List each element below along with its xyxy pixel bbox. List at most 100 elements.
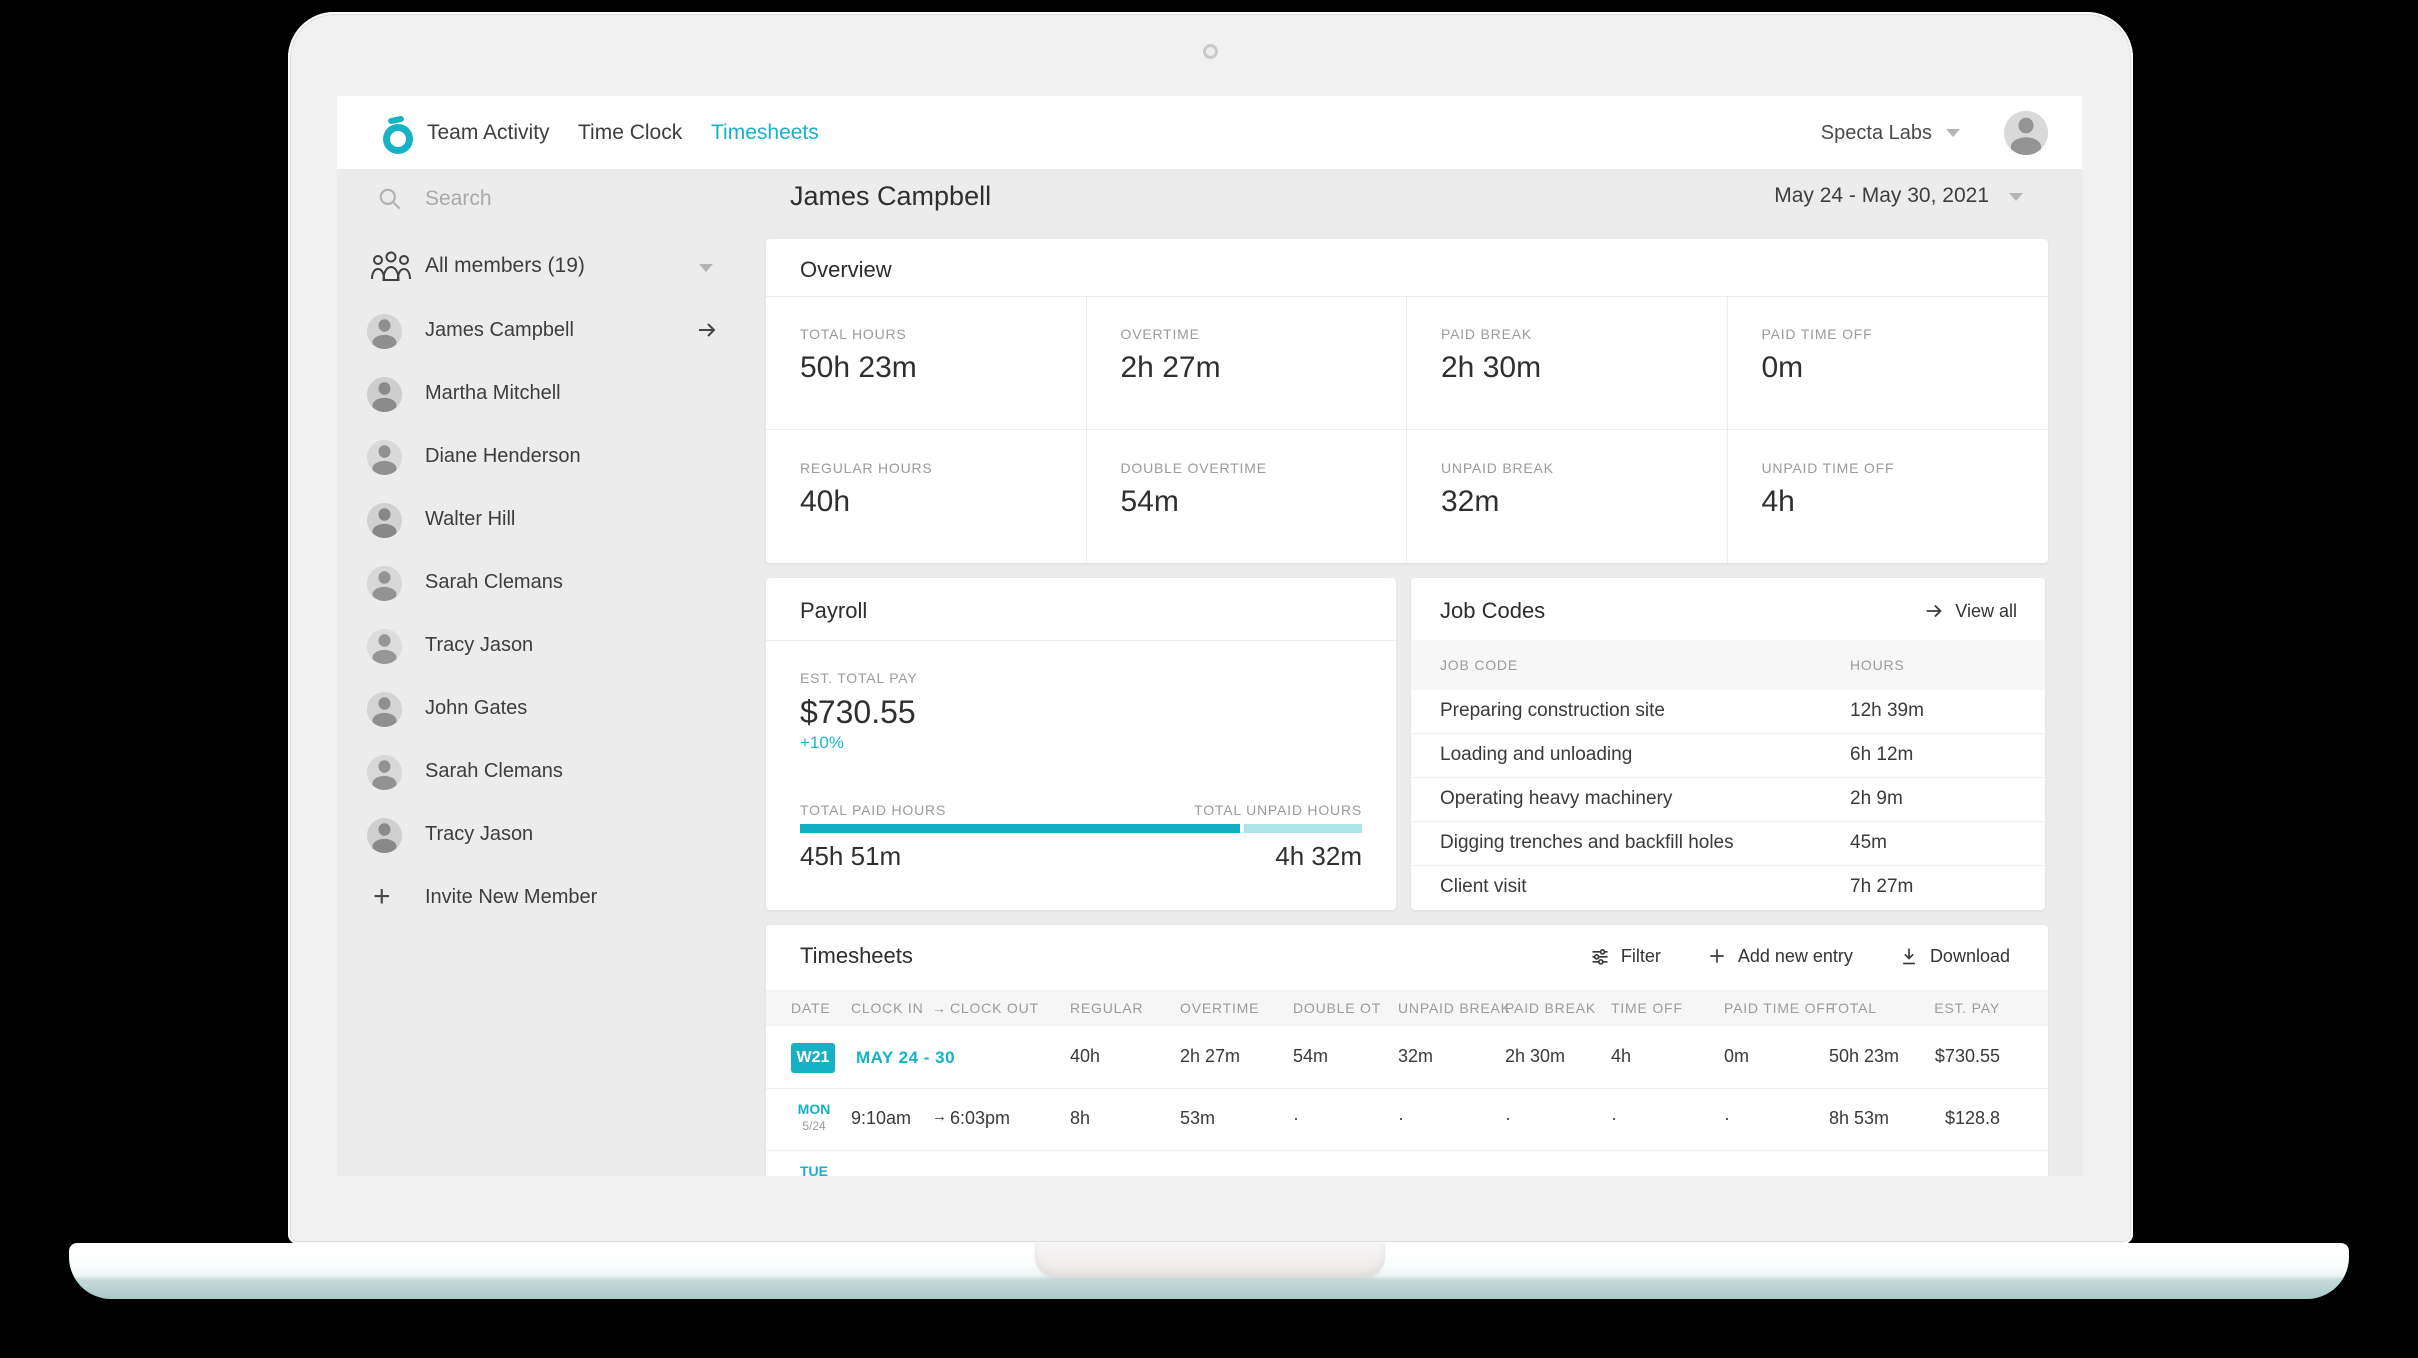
table-row[interactable]: Loading and unloading 6h 12m — [1411, 734, 2045, 778]
filter-button[interactable]: Filter — [1590, 946, 1661, 967]
search-input[interactable] — [425, 182, 675, 216]
filter-label: Filter — [1620, 945, 1661, 966]
chevron-down-icon — [699, 264, 713, 272]
add-entry-label: Add new entry — [1737, 945, 1853, 966]
cell-est-pay: $128.8 — [1944, 1108, 2000, 1128]
invite-new-member-button[interactable]: + Invite New Member — [337, 867, 766, 930]
brand-logo[interactable] — [381, 115, 415, 154]
total-unpaid-hours-label: TOTAL UNPAID HOURS — [1194, 802, 1362, 818]
cell-unpaid-break: 32m — [1398, 1046, 1434, 1066]
cell-regular: 8h — [1070, 1108, 1091, 1128]
cell-clock-in: 9:10am — [851, 1108, 912, 1128]
payroll-title: Payroll — [800, 598, 868, 623]
date-range-selector[interactable]: May 24 - May 30, 2021 — [1617, 181, 2037, 217]
user-avatar[interactable] — [2004, 111, 2048, 155]
stat-overtime: OVERTIME 2h 27m — [1086, 296, 1407, 430]
nav-timesheets[interactable]: Timesheets — [711, 121, 819, 144]
nav-time-clock[interactable]: Time Clock — [578, 121, 683, 144]
cell-unpaid-break: · — [1398, 1108, 1404, 1128]
stat-double-overtime: DOUBLE OVERTIME 54m — [1087, 429, 1407, 563]
stat-label: UNPAID TIME OFF — [1761, 459, 1895, 476]
col-hours: HOURS — [1850, 657, 1905, 673]
col-clock-out: CLOCK OUT — [950, 1000, 1039, 1016]
member-row[interactable]: John Gates — [337, 678, 766, 741]
cell-overtime: 2h 27m — [1180, 1046, 1241, 1066]
stat-label: PAID TIME OFF — [1761, 326, 1873, 342]
day-date-block: MON 5/24 — [791, 1101, 837, 1133]
member-row[interactable]: Tracy Jason — [337, 615, 766, 678]
timesheet-week-row[interactable]: W21 MAY 24 - 30 40h 2h 27m 54m 32m 2h 30… — [766, 1026, 2048, 1089]
stat-value: 2h 27m — [1120, 351, 1221, 384]
stat-paid-break: PAID BREAK 2h 30m — [1407, 296, 1728, 430]
download-button[interactable]: Download — [1899, 946, 2010, 967]
job-hours: 12h 39m — [1850, 700, 1924, 721]
member-row[interactable]: Walter Hill — [337, 489, 766, 552]
stat-total-hours: TOTAL HOURS 50h 23m — [766, 296, 1087, 430]
all-members-dropdown[interactable]: All members (19) — [337, 237, 766, 299]
cell-paid-break: · — [1505, 1108, 1511, 1128]
chevron-down-icon — [2009, 193, 2023, 201]
stat-value: 50h 23m — [800, 351, 917, 384]
overview-title: Overview — [800, 257, 892, 282]
col-unpaid-break: UNPAID BREAK — [1398, 1000, 1511, 1016]
cell-time-off: 4h — [1611, 1046, 1632, 1066]
download-label: Download — [1929, 945, 2010, 966]
job-hours: 45m — [1850, 832, 1887, 853]
timesheet-day-row-clipped[interactable]: TUE — [766, 1151, 2048, 1176]
avatar — [367, 755, 402, 790]
view-all-link[interactable]: View all — [1923, 600, 2017, 622]
arrow-right-icon: → — [932, 1108, 947, 1125]
top-navbar: Team Activity Time Clock Timesheets Spec… — [337, 96, 2082, 170]
stat-value: 40h — [800, 484, 851, 518]
workspace-switcher[interactable]: Specta Labs — [1821, 96, 1960, 170]
stat-value: 4h — [1761, 484, 1795, 518]
cell-paid-time-off: · — [1724, 1108, 1730, 1128]
member-row-james-campbell[interactable]: James Campbell — [337, 300, 766, 363]
stat-label: REGULAR HOURS — [800, 459, 933, 476]
stat-label: DOUBLE OVERTIME — [1120, 459, 1267, 476]
date-label: 5/24 — [802, 1119, 826, 1133]
stat-label: TOTAL HOURS — [800, 326, 907, 342]
timesheet-day-row[interactable]: MON 5/24 9:10am → 6:03pm 8h 53m · · · · … — [766, 1089, 2048, 1151]
day-label: MON — [797, 1101, 831, 1117]
job-hours: 7h 27m — [1850, 876, 1914, 897]
job-codes-title: Job Codes — [1440, 598, 1546, 623]
paid-unpaid-hours-bar — [800, 824, 1362, 833]
table-row[interactable]: Digging trenches and backfill holes 45m — [1411, 822, 2045, 866]
stat-label: OVERTIME — [1120, 326, 1200, 342]
nav-team-activity[interactable]: Team Activity — [427, 121, 550, 144]
add-new-entry-button[interactable]: Add new entry — [1707, 946, 1853, 967]
arrow-right-icon — [1926, 604, 1943, 618]
stat-unpaid-break: UNPAID BREAK 32m — [1407, 429, 1728, 563]
search-icon — [379, 188, 401, 210]
app-screen: Team Activity Time Clock Timesheets Spec… — [337, 96, 2082, 1176]
member-row[interactable]: Tracy Jason — [337, 804, 766, 867]
table-row[interactable]: Client visit 7h 27m — [1411, 866, 2045, 910]
table-row[interactable]: Operating heavy machinery 2h 9m — [1411, 778, 2045, 822]
member-row[interactable]: Martha Mitchell — [337, 363, 766, 426]
col-job-code: JOB CODE — [1440, 657, 1518, 673]
table-row[interactable]: Preparing construction site 12h 39m — [1411, 690, 2045, 734]
week-badge: W21 — [791, 1043, 835, 1073]
avatar — [367, 566, 402, 601]
member-row[interactable]: Diane Henderson — [337, 426, 766, 489]
cell-double-ot: · — [1293, 1108, 1299, 1128]
date-range-label: May 24 - May 30, 2021 — [1774, 184, 1989, 207]
member-name: Tracy Jason — [425, 634, 534, 656]
total-unpaid-hours-value: 4h 32m — [1275, 841, 1362, 871]
col-double-ot: DOUBLE OT — [1293, 1000, 1382, 1016]
col-est-pay: EST. PAY — [1934, 1000, 2000, 1016]
member-row[interactable]: Sarah Clemans — [337, 552, 766, 615]
member-row[interactable]: Sarah Clemans — [337, 741, 766, 804]
job-hours: 6h 12m — [1850, 744, 1914, 765]
job-codes-table-header: JOB CODE HOURS — [1411, 640, 2045, 690]
filter-sliders-icon — [1592, 948, 1608, 965]
page-title: James Campbell — [790, 181, 992, 211]
col-overtime: OVERTIME — [1180, 1000, 1260, 1016]
member-name: Sarah Clemans — [425, 571, 563, 593]
cell-time-off: · — [1611, 1108, 1617, 1128]
plus-icon — [1710, 949, 1724, 963]
col-time-off: TIME OFF — [1611, 1000, 1683, 1016]
stat-value: 2h 30m — [1441, 351, 1542, 384]
cell-clock-out: 6:03pm — [950, 1108, 1011, 1128]
